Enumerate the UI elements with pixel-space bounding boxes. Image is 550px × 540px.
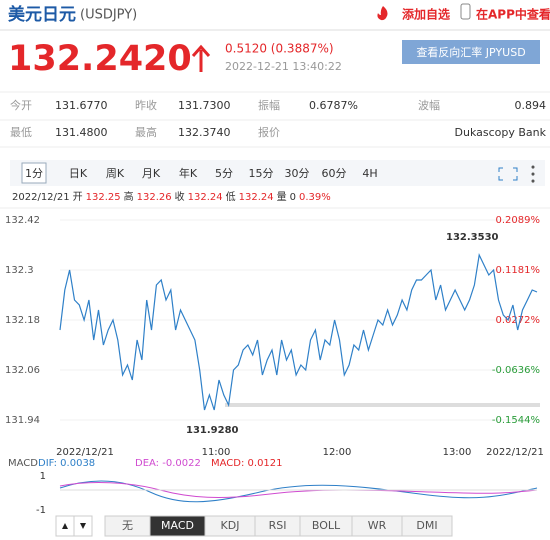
macd-tick: -1 [36, 505, 46, 516]
stat-label: 波幅 [418, 99, 440, 112]
stat-label: 报价 [258, 125, 280, 139]
stat-value: 131.4800 [55, 126, 108, 139]
y-tick-label: 132.06 [5, 365, 40, 376]
x-tick-label: 2022/12/21 [56, 447, 114, 458]
y2-tick-label: 0.2089% [496, 215, 541, 226]
y-tick-label: 131.94 [5, 415, 40, 426]
info-item: 132.24 [239, 192, 274, 203]
low-annotation: 131.9280 [186, 425, 239, 436]
macd-label: DEA: -0.0022 [135, 458, 201, 469]
time: 2022-12-21 13:40:22 [225, 60, 342, 73]
info-item: 132.25 [86, 192, 121, 203]
price-line [59, 253, 538, 411]
code: (USDJPY) [80, 8, 137, 23]
period-tab[interactable]: 4H [362, 167, 377, 180]
period-tab[interactable]: 周K [106, 167, 125, 180]
info-item: 2022/12/21 [12, 192, 70, 203]
info-item: 量 [277, 191, 287, 203]
stat-value: 132.3740 [178, 126, 231, 139]
x-tick-label: 2022/12/21 [486, 447, 544, 458]
x-tick-label: 13:00 [443, 447, 472, 458]
stat-label: 最高 [135, 125, 157, 139]
indicator-tab[interactable] [401, 515, 453, 537]
indicator-label[interactable]: MACD [161, 519, 194, 532]
info-item: 0.39% [299, 192, 331, 203]
stat-value: 0.894 [515, 99, 547, 112]
add-watch[interactable]: 添加自选 [402, 7, 450, 22]
reverse-button[interactable] [402, 40, 540, 64]
macd-label: MACD: 0.0121 [211, 458, 283, 469]
indicator-label[interactable]: DMI [416, 519, 437, 532]
y2-tick-label: -0.0636% [492, 365, 540, 376]
macd-label: MACD [8, 458, 38, 469]
info-item: 132.26 [137, 192, 172, 203]
flame-icon [377, 6, 388, 21]
indicator-label[interactable]: BOLL [312, 519, 341, 532]
tab-selected [21, 162, 47, 184]
reverse-label[interactable]: 查看反向汇率 JPYUSD [416, 45, 525, 59]
stat-value: 0.6787% [309, 99, 358, 112]
dea-line [59, 482, 538, 498]
y2-tick-label: -0.1544% [492, 415, 540, 426]
stat-label: 振幅 [258, 98, 280, 112]
indicator-label[interactable]: RSI [269, 519, 287, 532]
info-item: 高 [124, 190, 134, 203]
tab-bar [10, 160, 545, 186]
fullscreen-icon[interactable] [498, 167, 518, 181]
period-tab[interactable]: 日K [69, 167, 88, 180]
info-item: 开 [73, 192, 83, 203]
title: 美元日元 [8, 4, 76, 25]
period-tab[interactable]: 30分 [285, 167, 310, 180]
y2-tick-label: 0.0272% [496, 315, 541, 326]
period-tab[interactable]: 1分 [25, 167, 43, 180]
info-item: 132.24 [188, 192, 223, 203]
change: 0.5120 (0.3887%) [225, 42, 334, 56]
y-tick-label: 132.18 [5, 315, 40, 326]
indicator-label[interactable]: WR [368, 519, 387, 532]
stat-label: 今开 [10, 98, 32, 112]
info-item: 0 [290, 192, 296, 203]
info-item: 收 [175, 190, 185, 203]
y-tick-label: 132.3 [5, 265, 34, 276]
macd-tick: 1 [40, 471, 46, 482]
down-icon [80, 523, 86, 529]
period-tab[interactable]: 年K [179, 166, 198, 180]
stat-value: 131.7300 [178, 99, 231, 112]
up-icon [62, 523, 68, 529]
x-tick-label: 12:00 [323, 447, 352, 458]
indicator-label[interactable]: 无 [122, 519, 133, 532]
indicator-label[interactable]: KDJ [221, 519, 240, 532]
period-tab[interactable]: 60分 [322, 167, 347, 180]
phone-icon [460, 3, 471, 20]
info-item: 低 [226, 190, 236, 203]
y-tick-label: 132.42 [5, 215, 40, 226]
stat-label: 最低 [10, 126, 32, 139]
up-arrow [191, 44, 211, 72]
open-app[interactable]: 在APP中查看 [476, 7, 550, 22]
period-tab[interactable]: 月K [142, 167, 161, 180]
period-tab[interactable]: 15分 [249, 167, 274, 180]
stat-value: 131.6770 [55, 99, 108, 112]
y2-tick-label: 0.1181% [496, 265, 541, 276]
stat-label: 昨收 [135, 98, 157, 112]
period-tab[interactable]: 5分 [215, 167, 233, 180]
stat-value: Dukascopy Bank [455, 126, 547, 139]
price: 132.2420 [8, 39, 192, 79]
high-annotation: 132.3530 [446, 232, 499, 243]
macd-label: DIF: 0.0038 [38, 458, 95, 469]
x-tick-label: 11:00 [202, 447, 231, 458]
reference-bar [225, 403, 540, 407]
